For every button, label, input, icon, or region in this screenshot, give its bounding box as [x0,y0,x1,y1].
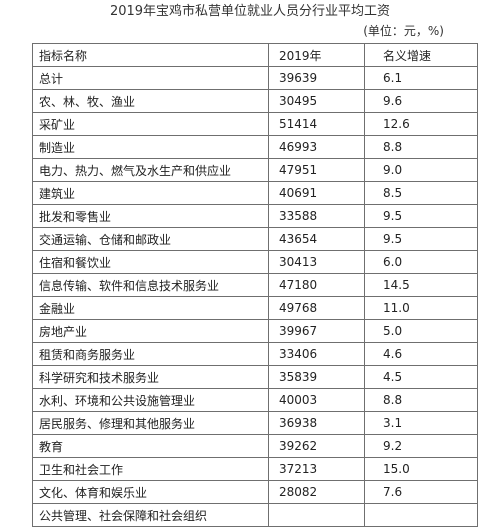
nominal-growth: 5.0 [364,319,478,343]
industry-name: 文化、体育和娱乐业 [32,480,269,504]
table-row: 批发和零售业 33588 9.5 [32,204,478,228]
industry-name: 教育 [32,434,269,458]
industry-name: 租赁和商务服务业 [32,342,269,366]
nominal-growth: 6.0 [364,250,478,274]
industry-name: 住宿和餐饮业 [32,250,269,274]
header-nominal-growth: 名义增速 [364,43,478,67]
table-row: 农、林、牧、渔业 30495 9.6 [32,89,478,113]
industry-name: 卫生和社会工作 [32,457,269,481]
nominal-growth: 7.6 [364,480,478,504]
average-wage: 39639 [268,66,365,90]
nominal-growth: 9.2 [364,434,478,458]
header-year-2019: 2019年 [268,43,365,67]
average-wage: 40003 [268,388,365,412]
table-row: 采矿业 51414 12.6 [32,112,478,136]
unit-note: (单位：元，%) [363,24,444,38]
industry-name: 批发和零售业 [32,204,269,228]
nominal-growth: 9.6 [364,89,478,113]
industry-name: 建筑业 [32,181,269,205]
table-row: 教育 39262 9.2 [32,434,478,458]
nominal-growth: 9.5 [364,204,478,228]
industry-name: 总计 [32,66,269,90]
industry-name: 信息传输、软件和信息技术服务业 [32,273,269,297]
table-row: 水利、环境和公共设施管理业 40003 8.8 [32,388,478,412]
nominal-growth: 4.6 [364,342,478,366]
table-row: 制造业 46993 8.8 [32,135,478,159]
nominal-growth: 9.0 [364,158,478,182]
average-wage: 39967 [268,319,365,343]
average-wage: 33406 [268,342,365,366]
nominal-growth: 15.0 [364,457,478,481]
nominal-growth: 4.5 [364,365,478,389]
table-row: 文化、体育和娱乐业 28082 7.6 [32,480,478,504]
industry-name: 房地产业 [32,319,269,343]
table-row: 建筑业 40691 8.5 [32,181,478,205]
wage-table: 指标名称 2019年 名义增速 总计 39639 6.1 农、林、牧、渔业 30… [32,43,478,527]
table-row: 交通运输、仓储和邮政业 43654 9.5 [32,227,478,251]
industry-name: 交通运输、仓储和邮政业 [32,227,269,251]
average-wage: 49768 [268,296,365,320]
nominal-growth: 12.6 [364,112,478,136]
average-wage: 30413 [268,250,365,274]
table-row: 租赁和商务服务业 33406 4.6 [32,342,478,366]
average-wage: 33588 [268,204,365,228]
table-row: 住宿和餐饮业 30413 6.0 [32,250,478,274]
average-wage: 40691 [268,181,365,205]
nominal-growth: 14.5 [364,273,478,297]
table-row: 金融业 49768 11.0 [32,296,478,320]
table-row: 房地产业 39967 5.0 [32,319,478,343]
average-wage: 37213 [268,457,365,481]
industry-name: 农、林、牧、渔业 [32,89,269,113]
nominal-growth: 9.5 [364,227,478,251]
industry-name: 居民服务、修理和其他服务业 [32,411,269,435]
industry-name: 采矿业 [32,112,269,136]
table-title: 2019年宝鸡市私营单位就业人员分行业平均工资 [109,4,391,19]
average-wage [268,503,365,527]
average-wage: 47951 [268,158,365,182]
average-wage: 39262 [268,434,365,458]
table-row: 总计 39639 6.1 [32,66,478,90]
table-header-row: 指标名称 2019年 名义增速 [32,43,478,67]
average-wage: 43654 [268,227,365,251]
nominal-growth: 8.5 [364,181,478,205]
nominal-growth: 3.1 [364,411,478,435]
average-wage: 47180 [268,273,365,297]
nominal-growth: 8.8 [364,388,478,412]
nominal-growth: 6.1 [364,66,478,90]
industry-name: 科学研究和技术服务业 [32,365,269,389]
nominal-growth [364,503,478,527]
table-row: 公共管理、社会保障和社会组织 [32,503,478,527]
industry-name: 金融业 [32,296,269,320]
average-wage: 36938 [268,411,365,435]
average-wage: 35839 [268,365,365,389]
industry-name: 电力、热力、燃气及水生产和供应业 [32,158,269,182]
table-row: 卫生和社会工作 37213 15.0 [32,457,478,481]
nominal-growth: 8.8 [364,135,478,159]
table-row: 居民服务、修理和其他服务业 36938 3.1 [32,411,478,435]
average-wage: 28082 [268,480,365,504]
average-wage: 51414 [268,112,365,136]
industry-name: 水利、环境和公共设施管理业 [32,388,269,412]
table-row: 科学研究和技术服务业 35839 4.5 [32,365,478,389]
header-indicator-name: 指标名称 [32,43,269,67]
table-row: 信息传输、软件和信息技术服务业 47180 14.5 [32,273,478,297]
nominal-growth: 11.0 [364,296,478,320]
average-wage: 30495 [268,89,365,113]
table-row: 电力、热力、燃气及水生产和供应业 47951 9.0 [32,158,478,182]
average-wage: 46993 [268,135,365,159]
industry-name: 制造业 [32,135,269,159]
industry-name: 公共管理、社会保障和社会组织 [32,503,269,527]
